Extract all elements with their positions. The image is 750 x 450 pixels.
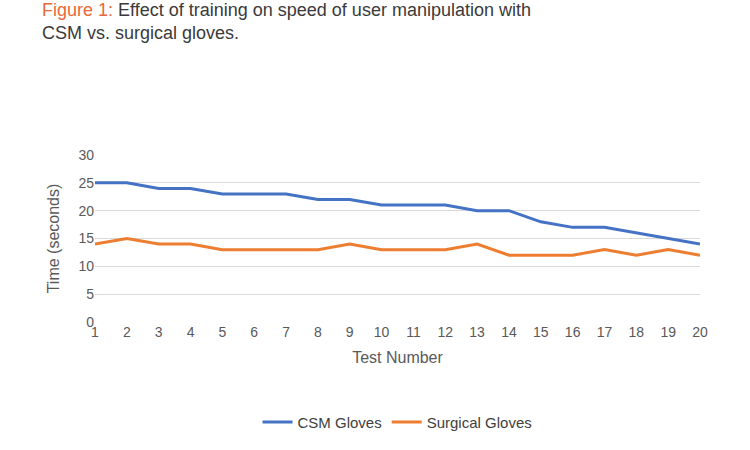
svg-text:9: 9	[346, 324, 354, 340]
svg-text:13: 13	[469, 324, 485, 340]
svg-text:18: 18	[629, 324, 645, 340]
svg-text:Figure 1: Effect of training o: Figure 1: Effect of training on speed of…	[42, 0, 531, 43]
svg-text:12: 12	[437, 324, 453, 340]
svg-text:10: 10	[78, 258, 94, 274]
svg-text:11: 11	[406, 324, 421, 340]
svg-text:15: 15	[533, 324, 549, 340]
svg-text:4: 4	[187, 324, 195, 340]
svg-text:10: 10	[374, 324, 390, 340]
svg-text:25: 25	[78, 175, 94, 191]
svg-text:17: 17	[597, 324, 613, 340]
svg-text:14: 14	[501, 324, 517, 340]
svg-text:Surgical Gloves: Surgical Gloves	[427, 414, 532, 431]
svg-text:0: 0	[86, 314, 94, 330]
svg-text:30: 30	[78, 147, 94, 163]
svg-text:15: 15	[78, 230, 94, 246]
svg-text:8: 8	[314, 324, 322, 340]
svg-text:Time (seconds): Time (seconds)	[45, 184, 62, 294]
svg-text:CSM Gloves: CSM Gloves	[298, 414, 382, 431]
svg-text:19: 19	[660, 324, 676, 340]
svg-text:5: 5	[86, 286, 94, 302]
svg-text:20: 20	[78, 203, 94, 219]
svg-text:20: 20	[692, 324, 708, 340]
svg-text:1: 1	[91, 324, 99, 340]
svg-text:7: 7	[282, 324, 290, 340]
svg-text:Test Number: Test Number	[352, 349, 443, 366]
svg-text:6: 6	[250, 324, 258, 340]
svg-text:2: 2	[123, 324, 131, 340]
svg-text:5: 5	[218, 324, 226, 340]
svg-text:16: 16	[565, 324, 581, 340]
svg-text:3: 3	[155, 324, 163, 340]
